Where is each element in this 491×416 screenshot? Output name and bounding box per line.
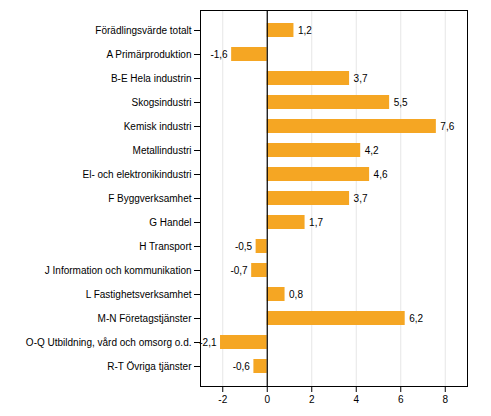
svg-text:A Primärproduktion: A Primärproduktion	[106, 49, 191, 60]
svg-text:4: 4	[353, 394, 359, 405]
svg-text:-0,7: -0,7	[230, 265, 248, 276]
svg-text:7,6: 7,6	[440, 121, 454, 132]
svg-text:8: 8	[442, 394, 448, 405]
svg-text:-0,5: -0,5	[235, 241, 253, 252]
svg-text:0: 0	[264, 394, 270, 405]
svg-text:El- och elektronikindustri: El- och elektronikindustri	[83, 169, 192, 180]
svg-text:3,7: 3,7	[354, 73, 368, 84]
svg-text:Metallindustri: Metallindustri	[133, 145, 192, 156]
svg-text:F Byggverksamhet: F Byggverksamhet	[108, 193, 192, 204]
svg-text:5,5: 5,5	[394, 97, 408, 108]
svg-text:Skogsindustri: Skogsindustri	[131, 97, 191, 108]
svg-text:O-Q Utbildning, vård och omsor: O-Q Utbildning, vård och omsorg o.d.	[26, 337, 192, 348]
svg-text:1,7: 1,7	[309, 217, 323, 228]
svg-text:4,6: 4,6	[374, 169, 388, 180]
svg-text:-2: -2	[218, 394, 227, 405]
svg-text:Förädlingsvärde totalt: Förädlingsvärde totalt	[95, 25, 191, 36]
svg-text:6,2: 6,2	[409, 313, 423, 324]
svg-text:4,2: 4,2	[365, 145, 379, 156]
svg-text:1,2: 1,2	[298, 25, 312, 36]
svg-text:M-N Företagstjänster: M-N Företagstjänster	[98, 313, 193, 324]
svg-text:H Transport: H Transport	[139, 241, 191, 252]
svg-text:L Fastighetsverksamhet: L Fastighetsverksamhet	[86, 289, 192, 300]
svg-text:0,8: 0,8	[289, 289, 303, 300]
svg-text:-1,6: -1,6	[210, 49, 228, 60]
svg-text:-0,6: -0,6	[233, 361, 251, 372]
svg-text:B-E Hela industrin: B-E Hela industrin	[111, 73, 192, 84]
svg-text:Kemisk industri: Kemisk industri	[124, 121, 192, 132]
svg-text:-2,1: -2,1	[199, 337, 217, 348]
svg-text:J Information och kommunikatio: J Information och kommunikation	[45, 265, 192, 276]
svg-text:3,7: 3,7	[354, 193, 368, 204]
svg-text:R-T Övriga tjänster: R-T Övriga tjänster	[107, 361, 192, 372]
svg-text:G Handel: G Handel	[149, 217, 191, 228]
svg-text:6: 6	[398, 394, 404, 405]
svg-text:2: 2	[309, 394, 315, 405]
